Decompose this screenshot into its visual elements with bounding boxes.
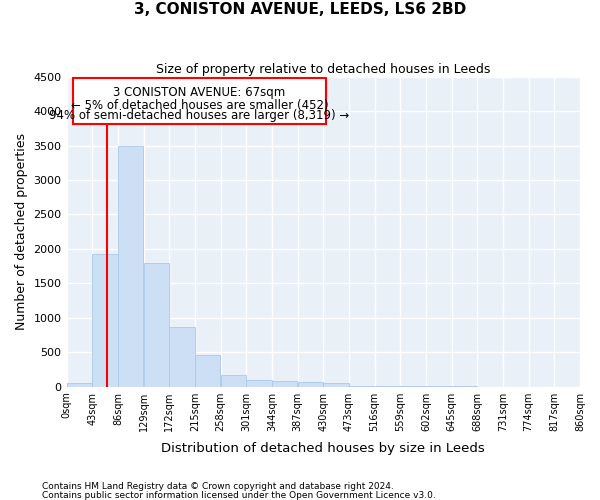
Bar xyxy=(195,355,220,386)
Bar xyxy=(298,382,323,386)
Bar xyxy=(67,383,92,386)
Bar xyxy=(169,328,195,386)
Text: 3, CONISTON AVENUE, LEEDS, LS6 2BD: 3, CONISTON AVENUE, LEEDS, LS6 2BD xyxy=(134,2,466,18)
Bar xyxy=(221,374,246,386)
Title: Size of property relative to detached houses in Leeds: Size of property relative to detached ho… xyxy=(156,62,490,76)
Bar xyxy=(143,262,169,386)
Text: Contains HM Land Registry data © Crown copyright and database right 2024.: Contains HM Land Registry data © Crown c… xyxy=(42,482,394,491)
Y-axis label: Number of detached properties: Number of detached properties xyxy=(15,133,28,330)
FancyBboxPatch shape xyxy=(73,78,326,124)
Text: ← 5% of detached houses are smaller (452): ← 5% of detached houses are smaller (452… xyxy=(71,98,328,112)
Bar xyxy=(323,383,349,386)
Text: 94% of semi-detached houses are larger (8,319) →: 94% of semi-detached houses are larger (… xyxy=(49,109,350,122)
Bar xyxy=(247,380,272,386)
Bar xyxy=(118,146,143,386)
Bar xyxy=(92,254,118,386)
Text: 3 CONISTON AVENUE: 67sqm: 3 CONISTON AVENUE: 67sqm xyxy=(113,86,286,99)
Text: Contains public sector information licensed under the Open Government Licence v3: Contains public sector information licen… xyxy=(42,490,436,500)
X-axis label: Distribution of detached houses by size in Leeds: Distribution of detached houses by size … xyxy=(161,442,485,455)
Bar xyxy=(272,381,298,386)
